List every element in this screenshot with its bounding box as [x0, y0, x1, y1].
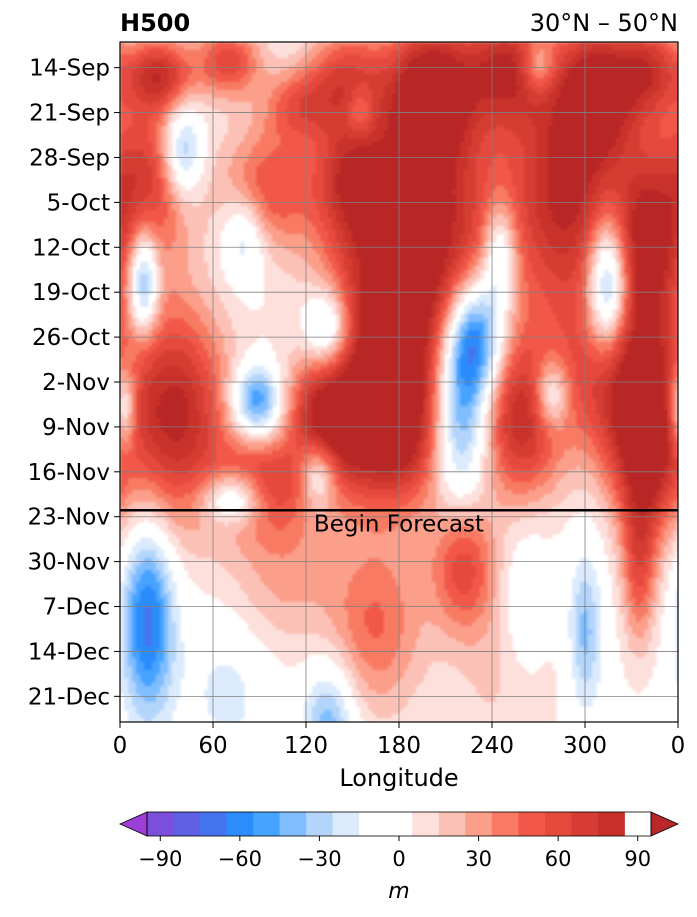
y-tick-label: 21-Sep	[29, 101, 110, 127]
colorbar-segment	[545, 812, 572, 836]
colorbar-segment	[386, 812, 413, 836]
colorbar-segment	[439, 812, 466, 836]
y-axis: 14-Sep 21-Sep 28-Sep 5-Oct 12-Oct 19-Oct 26-Oc…	[28, 56, 120, 711]
colorbar-tick-label: −90	[138, 847, 182, 871]
y-tick-label: 19-Oct	[32, 280, 110, 306]
colorbar-segment	[518, 812, 545, 836]
colorbar-segment	[465, 812, 492, 836]
y-tick-label: 7-Dec	[43, 595, 110, 621]
x-tick-label: 0	[671, 733, 686, 759]
y-tick-label: 23-Nov	[28, 505, 110, 531]
colorbar-segment	[253, 812, 280, 836]
y-tick-label: 5-Oct	[47, 190, 110, 216]
colorbar-extend-low	[120, 812, 147, 836]
colorbar-label: m	[388, 879, 409, 904]
colorbar: −90 −60 −30 0 30 60 90	[120, 812, 678, 871]
x-axis-label: Longitude	[339, 764, 458, 792]
x-tick-label: 300	[563, 733, 607, 759]
chart-title: H500	[120, 9, 190, 37]
x-tick-label: 240	[470, 733, 514, 759]
y-tick-label: 2-Nov	[42, 370, 110, 396]
colorbar-segment	[333, 812, 360, 836]
y-tick-label: 14-Sep	[29, 56, 110, 82]
x-tick-label: 120	[284, 733, 328, 759]
colorbar-segment	[280, 812, 307, 836]
colorbar-segment	[492, 812, 519, 836]
colorbar-tick-label: 0	[392, 847, 405, 871]
y-tick-label: 14-Dec	[28, 639, 110, 665]
colorbar-segment	[227, 812, 254, 836]
chart-region-label: 30°N – 50°N	[530, 9, 678, 37]
colorbar-tick-label: 60	[545, 847, 572, 871]
y-tick-label: 16-Nov	[28, 460, 110, 486]
x-tick-label: 180	[377, 733, 421, 759]
colorbar-tick-label: −30	[297, 847, 341, 871]
colorbar-segment	[412, 812, 439, 836]
colorbar-segment	[306, 812, 333, 836]
y-tick-label: 12-Oct	[32, 235, 110, 261]
colorbar-segment	[359, 812, 386, 836]
y-tick-label: 30-Nov	[28, 550, 110, 576]
x-tick-label: 60	[198, 733, 227, 759]
x-axis: 0 60 120 180 240 300 0	[113, 722, 686, 759]
colorbar-segment	[174, 812, 201, 836]
y-tick-label: 9-Nov	[42, 415, 110, 441]
x-tick-label: 0	[113, 733, 128, 759]
colorbar-extend-high	[651, 812, 678, 836]
colorbar-segment	[147, 812, 174, 836]
colorbar-segment	[200, 812, 227, 836]
y-tick-label: 21-Dec	[28, 684, 110, 710]
colorbar-segment	[598, 812, 625, 836]
y-tick-label: 26-Oct	[32, 325, 110, 351]
colorbar-segment	[571, 812, 598, 836]
y-tick-label: 28-Sep	[29, 145, 110, 171]
colorbar-tick-label: −60	[218, 847, 262, 871]
colorbar-tick-label: 90	[624, 847, 651, 871]
begin-forecast-label: Begin Forecast	[314, 511, 484, 537]
colorbar-tick-label: 30	[465, 847, 492, 871]
